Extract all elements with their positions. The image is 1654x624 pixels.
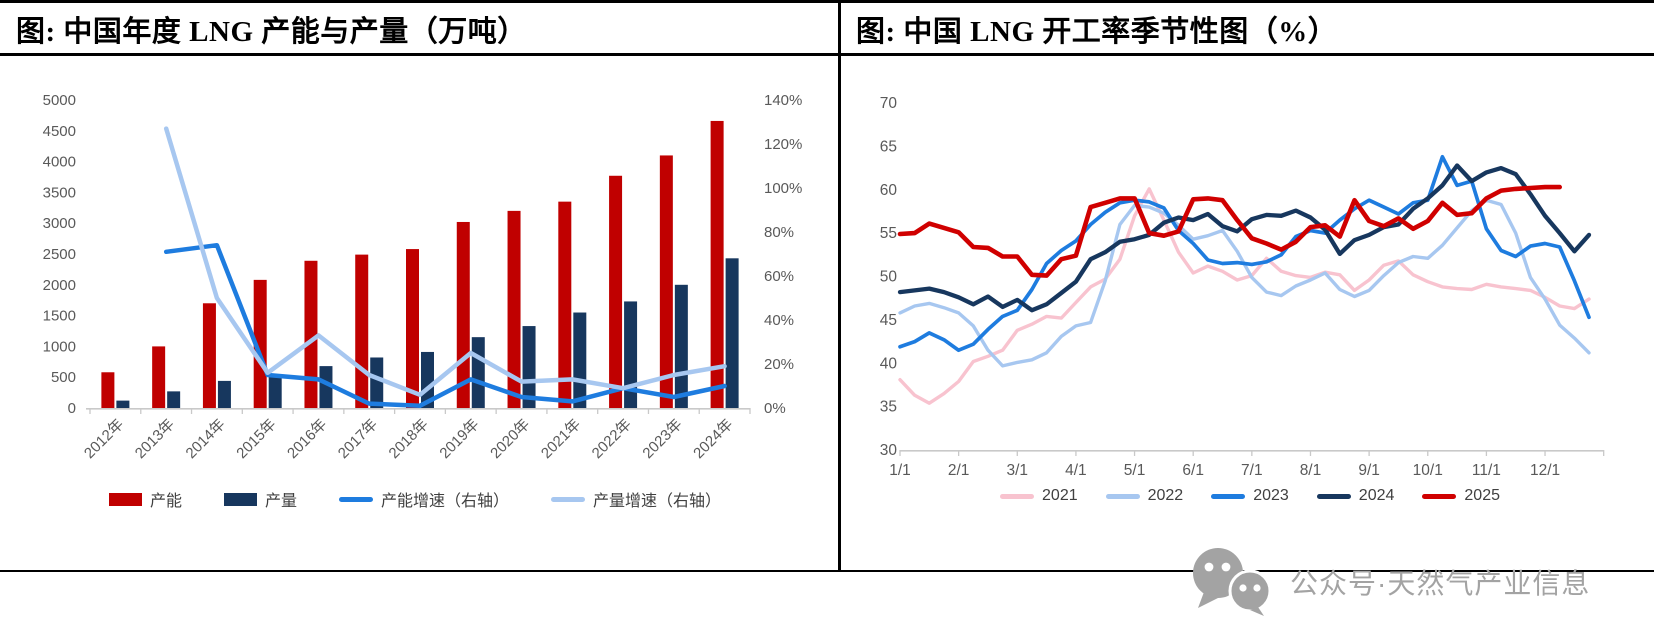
legend-item-production: 产量 [223,487,297,511]
svg-text:2500: 2500 [43,246,76,263]
svg-text:2016年: 2016年 [284,416,330,462]
svg-text:80%: 80% [764,224,794,241]
legend-item-2025: 2025 [1422,487,1500,505]
svg-text:40%: 40% [764,312,794,329]
svg-text:9/1: 9/1 [1358,462,1380,479]
svg-text:2023年: 2023年 [639,416,685,462]
legend-item-2024: 2024 [1316,487,1395,505]
left-chart-legend: 产能 产量 产能增速（右轴） 产量增速（右轴） [80,487,750,511]
svg-text:2017年: 2017年 [335,416,381,462]
production-swatch [223,492,257,506]
legend-label: 2021 [1042,487,1078,504]
svg-text:65: 65 [880,138,897,155]
svg-text:55: 55 [880,225,897,242]
title-underline [0,53,1654,56]
svg-text:100%: 100% [764,180,802,197]
watermark-text: 公众号·天然气产业信息 [1290,568,1591,599]
svg-text:7/1: 7/1 [1241,462,1263,479]
svg-text:50: 50 [880,269,898,286]
svg-text:140%: 140% [764,92,802,109]
operating-rate-seasonality-chart: 30 35 40 45 50 55 60 65 70 1/1 2/1 3/1 4/1 5/1 6/1 7/1 8… [880,95,1605,479]
year-2024-swatch [1316,493,1351,499]
year-2021-swatch [1000,493,1035,499]
svg-text:3500: 3500 [43,184,76,201]
svg-text:40: 40 [880,355,898,372]
svg-text:4/1: 4/1 [1065,462,1087,479]
legend-item-production-growth: 产量增速（右轴） [551,487,721,511]
svg-text:1/1: 1/1 [889,462,911,479]
production-growth-swatch [551,496,586,502]
legend-label: 产量 [264,493,297,510]
svg-text:2020年: 2020年 [487,416,533,462]
legend-item-2023: 2023 [1211,487,1289,505]
svg-text:70: 70 [880,95,898,112]
svg-text:0%: 0% [764,400,786,417]
svg-text:35: 35 [880,399,897,416]
svg-text:6/1: 6/1 [1182,462,1204,479]
svg-text:2000: 2000 [43,277,76,294]
left-chart-title: 图: 中国年度 LNG 产能与产量（万吨） [16,16,527,48]
legend-item-2021: 2021 [1000,487,1078,505]
svg-text:2018年: 2018年 [386,416,432,462]
legend-item-2022: 2022 [1105,487,1184,505]
year-2022-swatch [1105,493,1140,499]
legend-item-capacity-growth: 产能增速（右轴） [339,487,509,511]
right-chart-title: 图: 中国 LNG 开工率季节性图（%） [856,16,1338,48]
capacity-swatch [108,492,142,506]
svg-text:2013年: 2013年 [132,416,178,462]
top-border [0,0,1654,3]
wechat-icon [1193,548,1272,616]
right-chart-legend: 2021 2022 2023 2024 2025 [900,487,1600,505]
svg-text:2012年: 2012年 [81,416,127,462]
svg-text:5/1: 5/1 [1124,462,1146,479]
svg-text:2021年: 2021年 [538,416,584,462]
capacity-production-chart: 0 500 1000 1500 2000 2500 3000 3500 4000 4500 5000… [43,92,803,462]
svg-text:12/1: 12/1 [1530,462,1560,479]
svg-text:5000: 5000 [43,92,76,109]
svg-text:2015年: 2015年 [233,416,279,462]
svg-text:2/1: 2/1 [948,462,970,479]
svg-text:30: 30 [880,442,898,459]
svg-text:60%: 60% [764,268,794,285]
svg-text:2014年: 2014年 [183,416,229,462]
bottom-border [0,570,1654,572]
legend-label: 产能 [149,493,182,510]
year-2025-swatch [1422,493,1457,499]
svg-text:500: 500 [51,369,76,386]
svg-text:0: 0 [68,400,76,417]
svg-text:120%: 120% [764,136,802,153]
svg-text:11/1: 11/1 [1472,462,1501,479]
legend-label: 产量增速（右轴） [593,493,722,510]
svg-text:3/1: 3/1 [1006,462,1028,479]
svg-text:45: 45 [880,312,897,329]
svg-text:3000: 3000 [43,215,76,232]
legend-label: 产能增速（右轴） [381,493,510,510]
wechat-watermark: 公众号·天然气产业信息 [1188,548,1590,616]
svg-text:4000: 4000 [43,154,76,171]
legend-label: 2025 [1464,487,1500,504]
capacity-growth-swatch [339,496,373,502]
svg-text:8/1: 8/1 [1300,462,1322,479]
svg-text:1500: 1500 [43,308,76,325]
svg-text:4500: 4500 [43,123,76,140]
legend-item-capacity: 产能 [108,487,182,511]
legend-label: 2022 [1147,487,1184,504]
svg-text:20%: 20% [764,356,794,373]
svg-text:2024年: 2024年 [690,416,736,462]
svg-text:60: 60 [880,182,898,199]
legend-label: 2023 [1253,487,1289,504]
svg-text:10/1: 10/1 [1413,462,1443,479]
legend-label: 2024 [1358,487,1395,504]
svg-text:2022年: 2022年 [589,416,635,462]
year-2023-swatch [1211,493,1246,499]
svg-text:1000: 1000 [43,338,76,355]
svg-text:2019年: 2019年 [436,416,482,462]
panel-divider [838,0,841,572]
